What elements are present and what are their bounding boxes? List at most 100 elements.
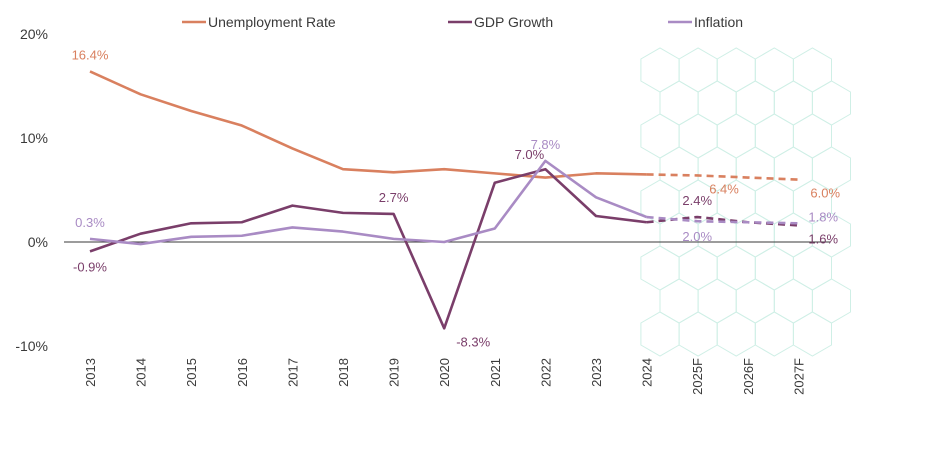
legend: Unemployment Rate GDP Growth Inflation (182, 14, 743, 30)
y-tick-label: 10% (20, 130, 48, 146)
x-tick-label: 2026F (741, 358, 756, 395)
x-axis: 2013 2014 2015 2016 2017 2018 2019 2020 2021 2022… (83, 358, 806, 395)
inflation-point (544, 160, 546, 162)
gdp-data-label: 2.4% (682, 193, 712, 208)
hexagon-shape (735, 278, 775, 324)
hexagon-shape (773, 278, 813, 324)
unemployment-legend-label: Unemployment Rate (208, 14, 336, 30)
hexagon-shape (811, 146, 851, 192)
x-tick-label: 2014 (134, 358, 149, 387)
x-tick-label: 2013 (83, 358, 98, 387)
x-tick-label: 2024 (640, 358, 655, 387)
hexagon-shape (735, 146, 775, 192)
gdp-point (139, 232, 141, 234)
hexagon-shape (792, 311, 832, 357)
gdp-point (544, 168, 546, 170)
gdp-data-label: 2.7% (379, 190, 409, 205)
hexagon-shape (773, 80, 813, 126)
hexagon-shape (754, 113, 794, 159)
unemployment-point (392, 171, 394, 173)
hexagon-shape (792, 47, 832, 93)
gdp-point (494, 182, 496, 184)
unemployment-point (797, 178, 799, 180)
inflation-point (797, 222, 799, 224)
hexagon-shape (716, 311, 756, 357)
hexagon-shape (754, 47, 794, 93)
x-tick-label: 2021 (488, 358, 503, 387)
unemployment-point (89, 70, 91, 72)
inflation-forecast-line (646, 215, 799, 225)
unemployment-point (342, 168, 344, 170)
hexagon-shape (678, 47, 718, 93)
gdp-point (342, 212, 344, 214)
hexagon-shape (659, 80, 699, 126)
inflation-point (190, 236, 192, 238)
inflation-point (291, 226, 293, 228)
series-lines (89, 70, 799, 330)
x-tick-label: 2023 (589, 358, 604, 387)
unemployment-point (241, 124, 243, 126)
inflation-data-label: 2.0% (682, 229, 712, 244)
unemployment-point (190, 110, 192, 112)
unemployment-point (747, 176, 749, 178)
hexagon-shape (811, 278, 851, 324)
unemployment-data-label: 6.4% (709, 181, 739, 196)
hexagon-shape (754, 179, 794, 225)
hexagon-shape (659, 278, 699, 324)
unemployment-data-label: 6.0% (810, 186, 840, 201)
x-tick-label: 2019 (387, 358, 402, 387)
inflation-point (645, 216, 647, 218)
hexagon-shape (811, 80, 851, 126)
gdp-point (190, 222, 192, 224)
hexagon-pattern-decoration (640, 47, 851, 357)
y-tick-label: 0% (28, 234, 48, 250)
hexagon-shape (735, 80, 775, 126)
inflation-point (747, 221, 749, 223)
x-tick-label: 2017 (285, 358, 300, 387)
unemployment-point (139, 93, 141, 95)
hexagon-shape (678, 311, 718, 357)
gdp-point (645, 221, 647, 223)
unemployment-point (645, 173, 647, 175)
hexagon-shape (678, 113, 718, 159)
gdp-point (241, 221, 243, 223)
unemployment-forecast-line (646, 173, 799, 181)
hexagon-shape (716, 113, 756, 159)
hexagon-shape (716, 245, 756, 291)
inflation-point (89, 238, 91, 240)
unemployment-point (595, 172, 597, 174)
gdp-legend-label: GDP Growth (474, 14, 553, 30)
gdp-data-label: -8.3% (456, 334, 490, 349)
gdp-point (392, 213, 394, 215)
hexagon-shape (792, 245, 832, 291)
y-axis: 20% 10% 0% -10% (15, 26, 48, 354)
inflation-data-label: 7.8% (531, 137, 561, 152)
gdp-point (696, 216, 698, 218)
x-tick-label: 2018 (336, 358, 351, 387)
gdp-data-label: -0.9% (73, 259, 107, 274)
inflation-point (342, 230, 344, 232)
hexagon-shape (773, 146, 813, 192)
x-tick-label: 2027F (791, 358, 806, 395)
inflation-point (494, 227, 496, 229)
hexagon-shape (792, 113, 832, 159)
gdp-point (89, 250, 91, 252)
hexagon-shape (640, 311, 680, 357)
y-tick-label: -10% (15, 338, 48, 354)
hexagon-shape (640, 113, 680, 159)
inflation-point (696, 220, 698, 222)
gdp-data-label: 1.6% (808, 231, 838, 246)
inflation-point (595, 196, 597, 198)
gdp-point (797, 224, 799, 226)
inflation-legend-label: Inflation (694, 14, 743, 30)
inflation-data-label: 0.3% (75, 215, 105, 230)
hexagon-shape (697, 80, 737, 126)
hexagon-shape (754, 311, 794, 357)
y-tick-label: 20% (20, 26, 48, 42)
unemployment-point (291, 147, 293, 149)
hexagon-shape (640, 245, 680, 291)
hexagon-shape (754, 245, 794, 291)
inflation-point (241, 235, 243, 237)
x-tick-label: 2022 (538, 358, 553, 387)
